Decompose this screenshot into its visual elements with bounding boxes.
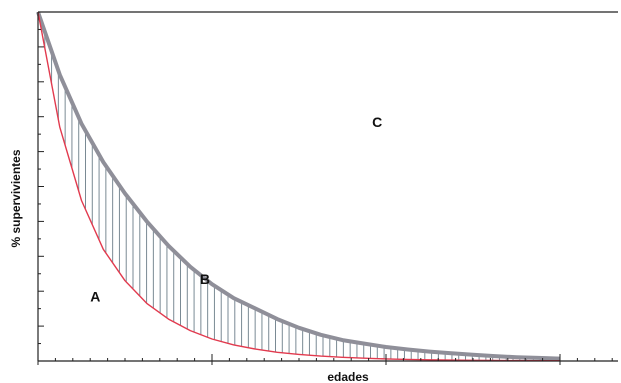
axis-ticks [37, 11, 613, 365]
x-axis-label: edades [327, 370, 369, 383]
series-layer [36, 11, 561, 362]
y-axis-label: % supervivientes [9, 149, 23, 247]
lower-survival-curve [37, 11, 560, 362]
upper-survival-curve [36, 11, 561, 361]
region-label-b: B [200, 271, 210, 287]
hatch-lines [44, 31, 555, 361]
region-label-c: C [372, 114, 382, 130]
region-label-a: A [90, 289, 100, 305]
